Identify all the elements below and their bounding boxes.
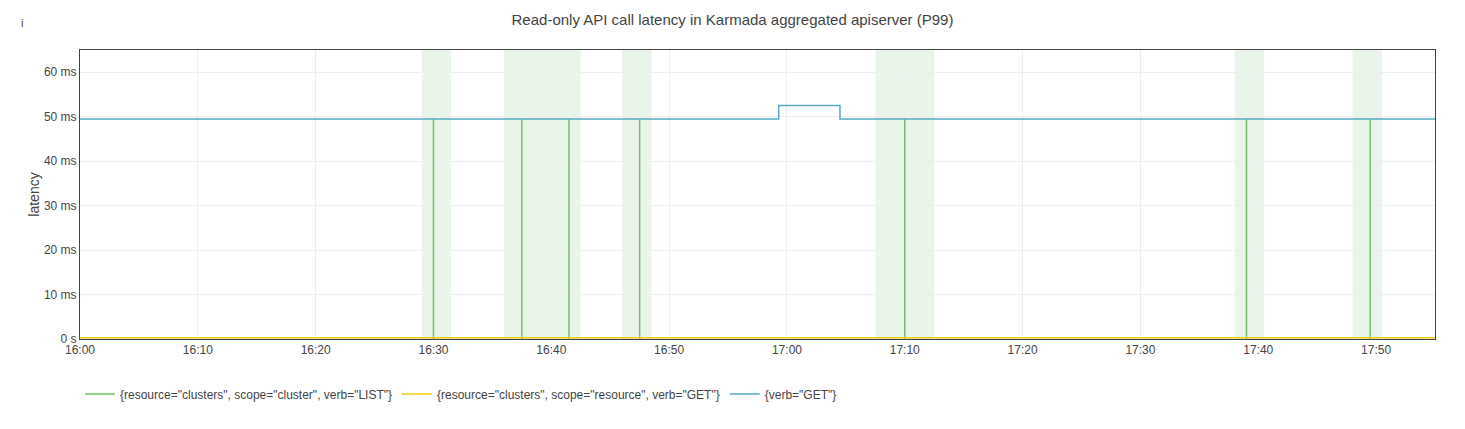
svg-text:10 ms: 10 ms xyxy=(44,288,77,302)
svg-text:17:50: 17:50 xyxy=(1361,343,1391,357)
svg-text:17:10: 17:10 xyxy=(890,343,920,357)
svg-text:17:30: 17:30 xyxy=(1125,343,1155,357)
svg-text:{resource="clusters", scope="c: {resource="clusters", scope="cluster", v… xyxy=(120,388,392,402)
svg-text:16:40: 16:40 xyxy=(536,343,566,357)
svg-text:{resource="clusters", scope="r: {resource="clusters", scope="resource", … xyxy=(437,388,720,402)
svg-text:16:50: 16:50 xyxy=(654,343,684,357)
svg-text:16:10: 16:10 xyxy=(183,343,213,357)
svg-text:16:30: 16:30 xyxy=(418,343,448,357)
svg-text:0 s: 0 s xyxy=(61,332,77,346)
svg-text:40 ms: 40 ms xyxy=(44,154,77,168)
svg-text:20 ms: 20 ms xyxy=(44,243,77,257)
svg-text:60 ms: 60 ms xyxy=(44,65,77,79)
svg-text:latency: latency xyxy=(26,172,42,216)
svg-text:30 ms: 30 ms xyxy=(44,199,77,213)
svg-text:16:00: 16:00 xyxy=(65,343,95,357)
svg-text:i: i xyxy=(21,17,23,29)
svg-text:{verb="GET"}: {verb="GET"} xyxy=(765,388,837,402)
svg-text:50 ms: 50 ms xyxy=(44,110,77,124)
svg-text:Read-only API call latency in: Read-only API call latency in Karmada ag… xyxy=(512,11,954,28)
svg-text:17:00: 17:00 xyxy=(772,343,802,357)
svg-text:16:20: 16:20 xyxy=(301,343,331,357)
svg-text:17:40: 17:40 xyxy=(1243,343,1273,357)
svg-text:17:20: 17:20 xyxy=(1008,343,1038,357)
